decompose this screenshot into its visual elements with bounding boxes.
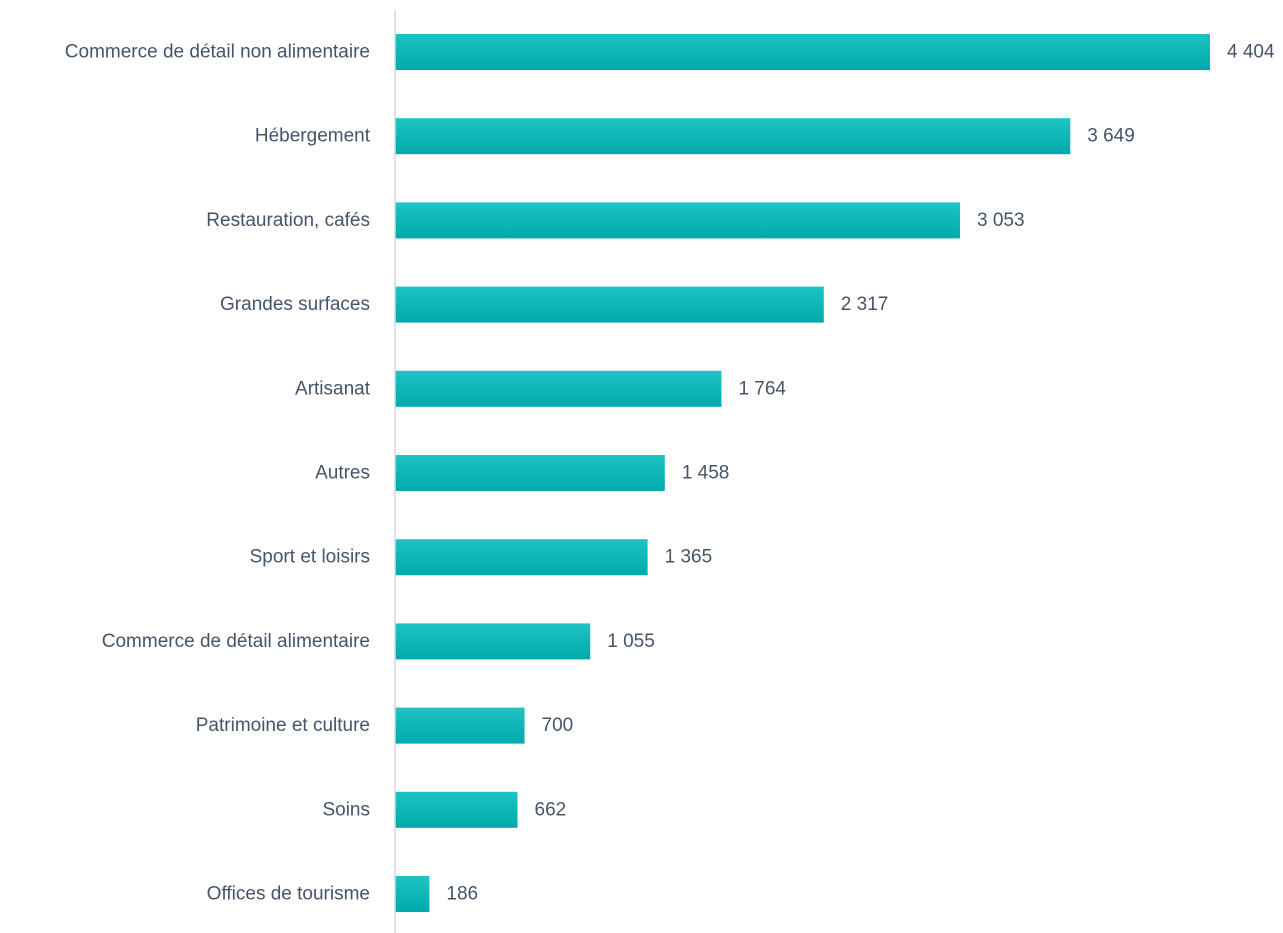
category-label: Restauration, cafés (206, 210, 370, 231)
bar (395, 876, 430, 912)
category-label: Hébergement (255, 126, 371, 147)
category-label: Offices de tourisme (207, 884, 370, 905)
bar (395, 455, 665, 491)
category-label: Commerce de détail non alimentaire (65, 42, 370, 63)
value-label: 1 055 (607, 631, 655, 652)
category-label: Patrimoine et culture (196, 715, 370, 736)
bar (395, 623, 591, 660)
bar (395, 539, 648, 576)
category-label: Sport et loisirs (250, 547, 370, 568)
bar (395, 370, 722, 407)
bar (395, 34, 1210, 70)
value-label: 3 649 (1087, 126, 1135, 147)
value-label: 1 365 (665, 547, 713, 568)
bars-layer: Commerce de détail non alimentaire 4 404 H… (65, 34, 1275, 912)
value-label: 3 053 (977, 210, 1025, 231)
category-label: Autres (315, 463, 370, 484)
value-label: 1 458 (682, 463, 730, 484)
bar (395, 791, 518, 828)
value-label: 186 (446, 884, 478, 905)
value-label: 2 317 (841, 294, 889, 315)
bar (395, 707, 525, 744)
value-label: 1 764 (738, 378, 786, 399)
category-label: Soins (322, 799, 370, 820)
category-label: Artisanat (295, 378, 371, 399)
bar (395, 202, 960, 239)
value-label: 4 404 (1227, 42, 1275, 63)
category-label: Grandes surfaces (220, 294, 370, 315)
bar (395, 118, 1071, 155)
value-label: 700 (542, 715, 574, 736)
category-label: Commerce de détail alimentaire (102, 631, 370, 652)
bar (395, 286, 824, 323)
value-label: 662 (535, 799, 567, 820)
